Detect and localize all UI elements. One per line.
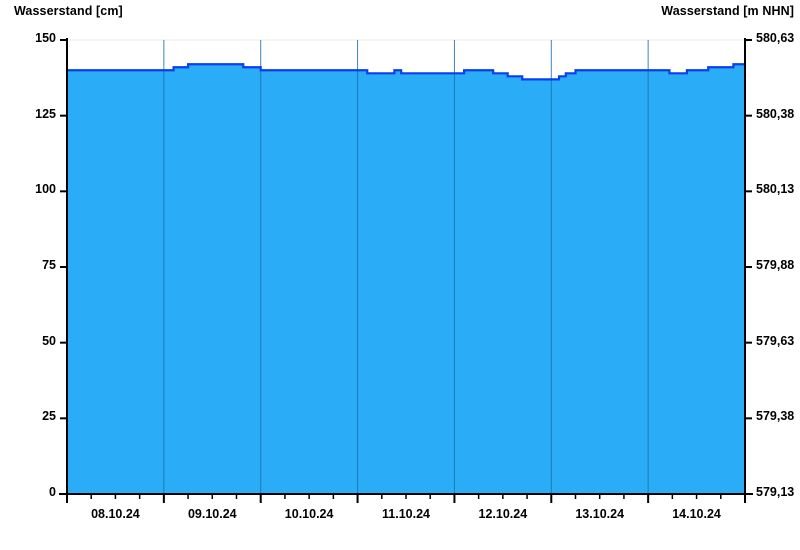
x-tick-label-2: 10.10.24 <box>284 507 334 521</box>
left-tick-label-2: 50 <box>42 333 56 348</box>
right-tick-label-2: 579,63 <box>756 333 795 348</box>
right-tick-label-4: 580,13 <box>756 182 795 197</box>
left-axis-title: Wasserstand [cm] <box>14 4 123 18</box>
x-tick-label-1: 09.10.24 <box>187 507 237 521</box>
series-line <box>67 63 745 81</box>
right-axis-title: Wasserstand [m NHN] <box>661 4 794 18</box>
right-tick-label-1: 579,38 <box>756 409 795 424</box>
x-tick-label-3: 11.10.24 <box>382 507 430 521</box>
right-tick-label-5: 580,38 <box>756 106 795 121</box>
left-tick-label-4: 100 <box>35 182 56 197</box>
x-tick-label-5: 13.10.24 <box>575 507 625 521</box>
x-tick-label-0: 08.10.24 <box>91 507 140 521</box>
left-tick-label-0: 0 <box>49 485 56 499</box>
left-tick-label-6: 150 <box>35 31 56 45</box>
left-tick-label-1: 25 <box>42 409 56 424</box>
series-area-fill <box>67 64 745 495</box>
right-tick-label-6: 580,63 <box>756 31 795 45</box>
left-tick-label-5: 125 <box>35 106 56 121</box>
x-tick-label-4: 12.10.24 <box>478 507 528 521</box>
right-tick-label-0: 579,13 <box>756 485 795 499</box>
x-tick-label-6: 14.10.24 <box>672 507 721 521</box>
left-tick-label-3: 75 <box>42 258 56 272</box>
right-tick-label-3: 579,88 <box>756 258 795 272</box>
